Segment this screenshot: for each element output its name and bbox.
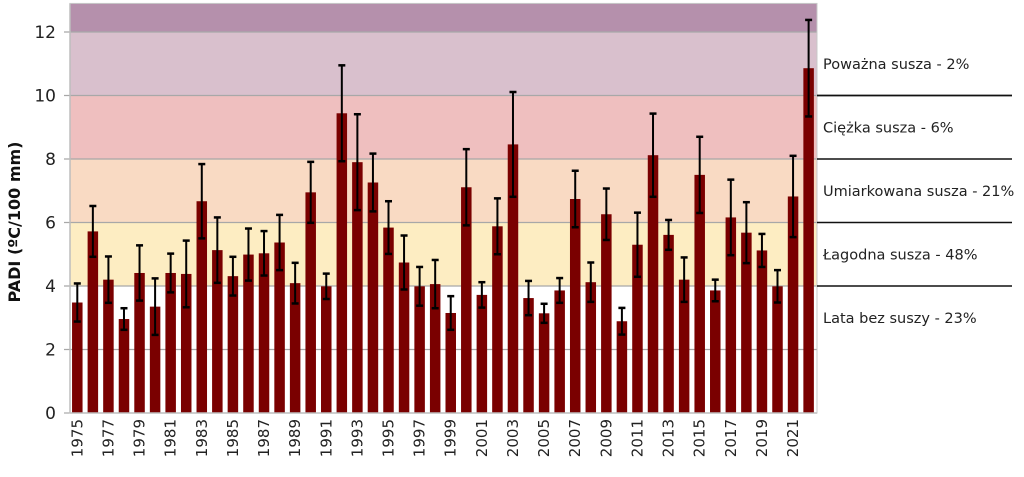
bar-2018 — [741, 232, 752, 413]
bar-2011 — [632, 244, 643, 413]
bar-2014 — [678, 279, 690, 413]
bar-1991 — [321, 286, 332, 413]
x-tick-label: 2019 — [753, 419, 771, 457]
x-tick-label: 2011 — [628, 419, 646, 457]
y-tick-label: 10 — [34, 87, 56, 107]
bar-2002 — [492, 226, 503, 413]
bar-2020 — [772, 286, 783, 413]
x-tick-label: 1979 — [131, 419, 149, 457]
drought-bands — [70, 3, 817, 413]
band-label-3: Ciężka susza - 6% — [823, 120, 954, 136]
band-3 — [70, 95, 817, 159]
bar-2019 — [756, 250, 768, 413]
band-label-2: Umiarkowana susza - 21% — [823, 184, 1014, 200]
bar-2015 — [694, 174, 705, 413]
band-5 — [70, 3, 817, 33]
x-tick-label: 2005 — [535, 419, 553, 457]
band-category-labels: Lata bez suszy - 23% Łagodna susza - 48% U… — [817, 57, 1014, 327]
axes — [69, 2, 818, 414]
bar-2009 — [601, 214, 612, 413]
bar-1986 — [243, 254, 254, 413]
bar-1978 — [118, 319, 130, 413]
bar-1990 — [305, 192, 316, 413]
bar-1997 — [414, 286, 425, 413]
bar-2013 — [663, 234, 674, 413]
bar-2016 — [710, 290, 721, 413]
bar-1993 — [352, 162, 363, 413]
x-tick-label: 2013 — [660, 419, 678, 457]
band-label-1: Łagodna susza - 48% — [822, 247, 977, 263]
y-tick-labels: 0 2 4 6 8 10 12 — [34, 23, 56, 424]
x-tick-label: 1987 — [255, 419, 273, 457]
bar-2022 — [803, 68, 814, 413]
x-tick-label: 1993 — [348, 419, 366, 457]
x-tick-label: 2001 — [473, 419, 491, 457]
bar-1975 — [72, 302, 83, 413]
bar-1984 — [212, 250, 223, 413]
bar-1977 — [103, 279, 114, 413]
bar-1981 — [165, 272, 176, 413]
bar-1992 — [336, 113, 348, 413]
x-tick-label: 1991 — [317, 419, 335, 457]
x-tick-label: 2017 — [722, 419, 740, 457]
x-tick-label: 1977 — [99, 419, 117, 457]
x-tick-label: 2007 — [566, 419, 584, 457]
y-axis-label: PADI (ºC/100 mm) — [5, 142, 24, 303]
x-tick-labels: 1975 1977 1979 1981 1983 1985 1987 1989 1991 1993… — [68, 419, 802, 457]
band-label-0: Lata bez suszy - 23% — [823, 311, 977, 327]
y-tick-label: 4 — [45, 277, 56, 297]
bar-1989 — [289, 283, 301, 413]
band-4 — [70, 32, 817, 96]
x-tick-label: 1975 — [68, 419, 86, 457]
bar-2000 — [461, 187, 472, 413]
bar-1996 — [398, 262, 410, 413]
bar-2007 — [569, 199, 581, 413]
bar-1985 — [227, 276, 239, 413]
x-tick-label: 2009 — [597, 419, 615, 457]
error-bars — [73, 18, 813, 337]
bar-1983 — [196, 201, 208, 413]
band-1 — [70, 222, 817, 286]
x-tick-label: 2003 — [504, 419, 522, 457]
bar-1976 — [87, 231, 99, 413]
y-tick-label: 8 — [45, 150, 56, 170]
bar-1998 — [429, 284, 441, 413]
bar-2017 — [725, 217, 737, 413]
bar-2003 — [507, 144, 519, 413]
bar-2005 — [538, 313, 550, 413]
x-tick-label: 1983 — [193, 419, 211, 457]
y-tick-label: 2 — [45, 341, 56, 361]
y-tick-label: 0 — [45, 404, 56, 424]
bar-2010 — [616, 321, 628, 413]
bars — [72, 68, 814, 413]
bar-1994 — [367, 182, 379, 413]
x-tick-label: 1999 — [442, 419, 460, 457]
x-tick-label: 2021 — [784, 419, 802, 457]
bar-1980 — [149, 306, 161, 413]
x-tick-label: 1995 — [380, 419, 398, 457]
bar-2012 — [647, 155, 659, 413]
x-tick-label: 1989 — [286, 419, 304, 457]
bar-2004 — [523, 298, 534, 413]
y-tick-label: 6 — [45, 214, 56, 234]
x-tick-label: 1985 — [224, 419, 242, 457]
band-label-4: Poważna susza - 2% — [823, 57, 969, 73]
y-tick-label: 12 — [34, 23, 56, 43]
bar-2006 — [554, 290, 565, 413]
bar-1988 — [274, 242, 285, 413]
bar-2021 — [787, 196, 799, 413]
x-tick-label: 1981 — [162, 419, 180, 457]
bar-1995 — [383, 227, 394, 413]
band-2 — [70, 159, 817, 223]
bar-2001 — [476, 294, 488, 413]
x-tick-label: 1997 — [411, 419, 429, 457]
plot-border — [69, 2, 818, 414]
x-tick-label: 2015 — [691, 419, 709, 457]
bar-1987 — [258, 253, 270, 413]
bar-1999 — [445, 312, 456, 413]
bar-2008 — [585, 282, 597, 413]
bar-1979 — [134, 272, 145, 413]
bar-1982 — [180, 273, 192, 413]
